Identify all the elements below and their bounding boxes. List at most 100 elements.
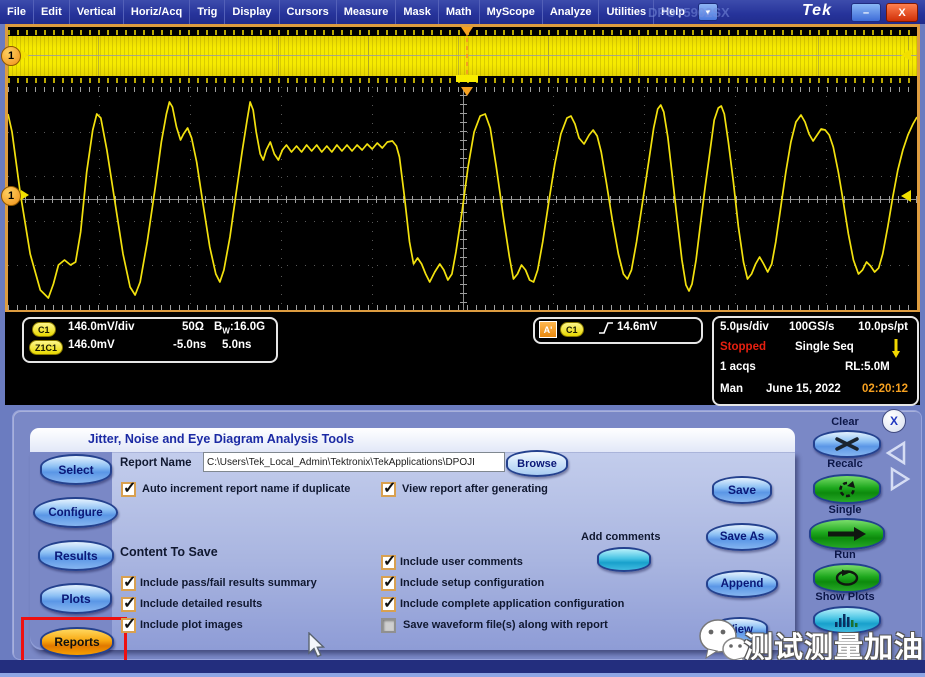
graticule — [8, 87, 917, 310]
wechat-icon — [699, 619, 750, 664]
append-button[interactable]: Append — [706, 570, 778, 598]
detailed-results-label: Include detailed results — [140, 598, 263, 610]
menu-trig[interactable]: Trig — [190, 0, 226, 24]
channel-scale: 146.0mV/div — [68, 321, 135, 333]
waveform-trace — [8, 101, 917, 299]
menu-mask[interactable]: Mask — [396, 0, 439, 24]
run-button[interactable] — [813, 563, 881, 593]
overview-channel1-marker[interactable]: 1 — [1, 46, 21, 66]
auto-increment-label: Auto increment report name if duplicate — [142, 483, 351, 495]
close-button[interactable]: X — [886, 3, 918, 22]
acq-count: 1 acqs — [720, 361, 756, 373]
zoom-offset: 146.0mV — [68, 339, 115, 351]
trigger-level-arrow-icon[interactable] — [901, 190, 911, 202]
recalc-icon — [839, 481, 855, 498]
select-tab-button[interactable]: Select — [40, 454, 112, 485]
menu-display[interactable]: Display — [225, 0, 280, 24]
menu-cursors[interactable]: Cursors — [280, 0, 337, 24]
single-arrow-icon — [828, 527, 866, 541]
report-name-input[interactable] — [203, 452, 505, 472]
menu-vertical[interactable]: Vertical — [70, 0, 124, 24]
clear-button[interactable] — [813, 430, 881, 458]
trigger-position-marker-icon[interactable] — [461, 87, 473, 96]
user-comments-label: Include user comments — [400, 556, 523, 568]
trigger-readout-box — [533, 317, 703, 344]
overview-zoom-position-line[interactable] — [466, 30, 468, 82]
menu-measure[interactable]: Measure — [337, 0, 397, 24]
plot-images-checkbox[interactable] — [121, 614, 136, 634]
results-tab-button[interactable]: Results — [38, 540, 114, 571]
menu-myscope[interactable]: MyScope — [480, 0, 543, 24]
menu-horiz-acq[interactable]: Horiz/Acq — [124, 0, 191, 24]
menu-edit[interactable]: Edit — [34, 0, 70, 24]
passfail-summary-label: Include pass/fail results summary — [140, 577, 317, 589]
clear-x-icon — [835, 437, 859, 451]
menu-dropdown-icon[interactable]: ▼ — [698, 3, 719, 21]
save-waveform-checkbox[interactable] — [381, 618, 396, 633]
channel1-badge: C1 — [32, 322, 56, 337]
run-loop-icon — [835, 569, 859, 586]
sample-rate: 100GS/s — [789, 321, 835, 333]
save-waveform-label: Save waveform file(s) along with report — [403, 619, 608, 631]
histogram-bars-icon — [835, 614, 858, 627]
add-comments-button[interactable] — [597, 547, 651, 572]
show-plots-label: Show Plots — [815, 591, 875, 603]
model-label: DPO75902SX — [648, 5, 730, 20]
overview-midline — [8, 55, 917, 56]
panel-prev-arrow-icon[interactable] — [884, 440, 908, 466]
complete-config-checkbox[interactable] — [381, 593, 396, 613]
graticule-center-hticks — [8, 195, 917, 203]
auto-increment-checkbox[interactable] — [121, 478, 136, 498]
panel-close-button[interactable]: X — [882, 409, 906, 433]
dpojet-title-bar: Jitter, Noise and Eye Diagram Analysis T… — [30, 428, 795, 453]
view-report-label: View report after generating — [402, 483, 548, 495]
run-label: Run — [834, 549, 856, 561]
setup-config-checkbox[interactable] — [381, 572, 396, 592]
plots-tab-button[interactable]: Plots — [40, 583, 112, 614]
zoom-start-time: -5.0ns — [173, 339, 207, 351]
view-report-checkbox[interactable] — [381, 478, 396, 498]
recalc-button[interactable] — [813, 474, 881, 504]
menu-file[interactable]: File — [0, 0, 34, 24]
save-button[interactable]: Save — [712, 476, 772, 504]
channel1-arrow-icon — [21, 190, 29, 200]
menu-utilities[interactable]: Utilities — [599, 0, 655, 24]
add-comments-label: Add comments — [581, 531, 661, 543]
channel-readout-box — [22, 317, 278, 363]
configure-tab-button[interactable]: Configure — [33, 497, 118, 528]
rising-edge-icon — [599, 322, 613, 334]
bottom-edge-strip — [0, 673, 925, 677]
overview-right-arrow-icon — [901, 49, 911, 61]
acq-mode: Single Seq — [795, 341, 854, 353]
minimize-button[interactable]: – — [851, 3, 881, 22]
detailed-results-checkbox[interactable] — [121, 593, 136, 613]
passfail-summary-checkbox[interactable] — [121, 572, 136, 592]
overview-zoom-window-marker[interactable] — [456, 75, 478, 82]
show-plots-button[interactable] — [813, 606, 881, 634]
zoom-end-time: 5.0ns — [222, 339, 252, 351]
browse-button[interactable]: Browse — [506, 450, 568, 477]
menu-bar: File Edit Vertical Horiz/Acq Trig Displa… — [0, 0, 925, 24]
trigger-a-badge: A' — [539, 321, 557, 338]
channel-bandwidth: BW:16.0G — [214, 321, 266, 336]
single-button[interactable] — [809, 518, 885, 550]
recalc-label: Recalc — [827, 458, 863, 470]
panel-next-arrow-icon[interactable] — [888, 466, 912, 492]
plot-images-label: Include plot images — [140, 619, 243, 631]
save-as-button[interactable]: Save As — [706, 523, 778, 551]
menu-math[interactable]: Math — [439, 0, 480, 24]
channel1-position-marker[interactable]: 1 — [1, 186, 21, 206]
single-label: Single — [828, 504, 862, 516]
menu-help[interactable]: Help — [661, 6, 686, 18]
taskbar-strip — [0, 660, 925, 673]
overview-trigger-marker-icon[interactable] — [461, 27, 473, 36]
user-comments-checkbox[interactable] — [381, 551, 396, 571]
date-label: June 15, 2022 — [766, 383, 841, 395]
time-label: 02:20:12 — [861, 383, 908, 395]
horizontal-scale: 5.0µs/div — [720, 321, 769, 333]
reports-tab-button[interactable]: Reports — [40, 627, 114, 657]
report-name-label: Report Name — [120, 457, 192, 469]
menu-analyze[interactable]: Analyze — [543, 0, 600, 24]
acq-status: Stopped — [720, 341, 766, 353]
